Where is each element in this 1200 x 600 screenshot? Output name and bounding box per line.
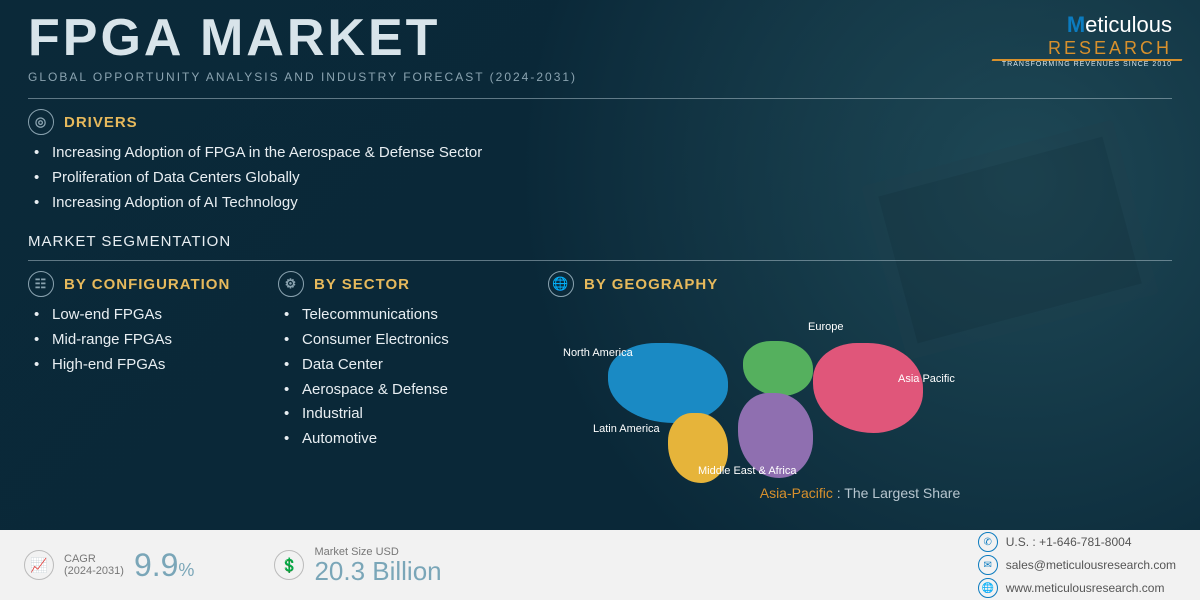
- col-geography: 🌐 BY GEOGRAPHY North America Europe Asia P…: [548, 271, 1172, 501]
- world-map: North America Europe Asia Pacific Latin Ame…: [548, 303, 1172, 483]
- drivers-icon: ◎: [28, 109, 54, 135]
- largest-share-note: Asia-Pacific : The Largest Share: [548, 485, 1172, 501]
- logo-bottom: RESEARCH: [1002, 38, 1172, 59]
- page-subtitle: GLOBAL OPPORTUNITY ANALYSIS AND INDUSTRY…: [28, 70, 577, 84]
- region-label: Middle East & Africa: [698, 465, 796, 477]
- sector-item: Telecommunications: [284, 303, 528, 328]
- config-list: Low-end FPGAs Mid-range FPGAs High-end F…: [28, 303, 258, 377]
- col-configuration: ☷ BY CONFIGURATION Low-end FPGAs Mid-ran…: [28, 271, 258, 501]
- geo-heading-text: BY GEOGRAPHY: [584, 276, 718, 293]
- logo-word: eticulous: [1085, 12, 1172, 37]
- brand-logo: Meticulous RESEARCH TRANSFORMING REVENUE…: [1002, 12, 1172, 68]
- divider: [28, 260, 1172, 261]
- largest-suffix: : The Largest Share: [833, 485, 960, 501]
- col-sector: ⚙ BY SECTOR Telecommunications Consumer …: [278, 271, 528, 501]
- sector-item: Automotive: [284, 427, 528, 452]
- drivers-item: Proliferation of Data Centers Globally: [34, 166, 1172, 191]
- config-item: Low-end FPGAs: [34, 303, 258, 328]
- largest-region: Asia-Pacific: [760, 485, 833, 501]
- region-label: North America: [563, 347, 633, 359]
- drivers-list: Increasing Adoption of FPGA in the Aeros…: [28, 141, 1172, 215]
- sector-icon: ⚙: [278, 271, 304, 297]
- config-item: Mid-range FPGAs: [34, 328, 258, 353]
- sector-heading-text: BY SECTOR: [314, 276, 410, 293]
- region-label: Europe: [808, 321, 843, 333]
- region-asia-pacific: [813, 343, 923, 433]
- globe-icon: 🌐: [548, 271, 574, 297]
- divider: [28, 98, 1172, 99]
- region-shape: [743, 341, 813, 396]
- title-block: FPGA MARKET GLOBAL OPPORTUNITY ANALYSIS …: [28, 12, 577, 84]
- drivers-item: Increasing Adoption of AI Technology: [34, 191, 1172, 216]
- region-label: Asia Pacific: [898, 373, 955, 385]
- drivers-item: Increasing Adoption of FPGA in the Aeros…: [34, 141, 1172, 166]
- region-shape: [813, 343, 923, 433]
- logo-tagline: TRANSFORMING REVENUES SINCE 2010: [1002, 61, 1172, 68]
- sector-list: Telecommunications Consumer Electronics …: [278, 303, 528, 452]
- drivers-heading-text: DRIVERS: [64, 114, 138, 131]
- sector-item: Aerospace & Defense: [284, 378, 528, 403]
- segmentation-label: MARKET SEGMENTATION: [28, 233, 1172, 250]
- header: FPGA MARKET GLOBAL OPPORTUNITY ANALYSIS …: [28, 12, 1172, 84]
- sector-heading: ⚙ BY SECTOR: [278, 271, 528, 297]
- region-label: Latin America: [593, 423, 660, 435]
- region-europe: [743, 341, 813, 396]
- sector-item: Data Center: [284, 353, 528, 378]
- geo-heading: 🌐 BY GEOGRAPHY: [548, 271, 1172, 297]
- config-item: High-end FPGAs: [34, 353, 258, 378]
- config-heading-text: BY CONFIGURATION: [64, 276, 230, 293]
- content-root: FPGA MARKET GLOBAL OPPORTUNITY ANALYSIS …: [0, 0, 1200, 600]
- logo-top: Meticulous: [1002, 12, 1172, 38]
- segmentation-columns: ☷ BY CONFIGURATION Low-end FPGAs Mid-ran…: [28, 271, 1172, 501]
- sector-item: Industrial: [284, 402, 528, 427]
- drivers-heading: ◎ DRIVERS: [28, 109, 1172, 135]
- config-heading: ☷ BY CONFIGURATION: [28, 271, 258, 297]
- config-icon: ☷: [28, 271, 54, 297]
- page-title: FPGA MARKET: [28, 12, 577, 64]
- sector-item: Consumer Electronics: [284, 328, 528, 353]
